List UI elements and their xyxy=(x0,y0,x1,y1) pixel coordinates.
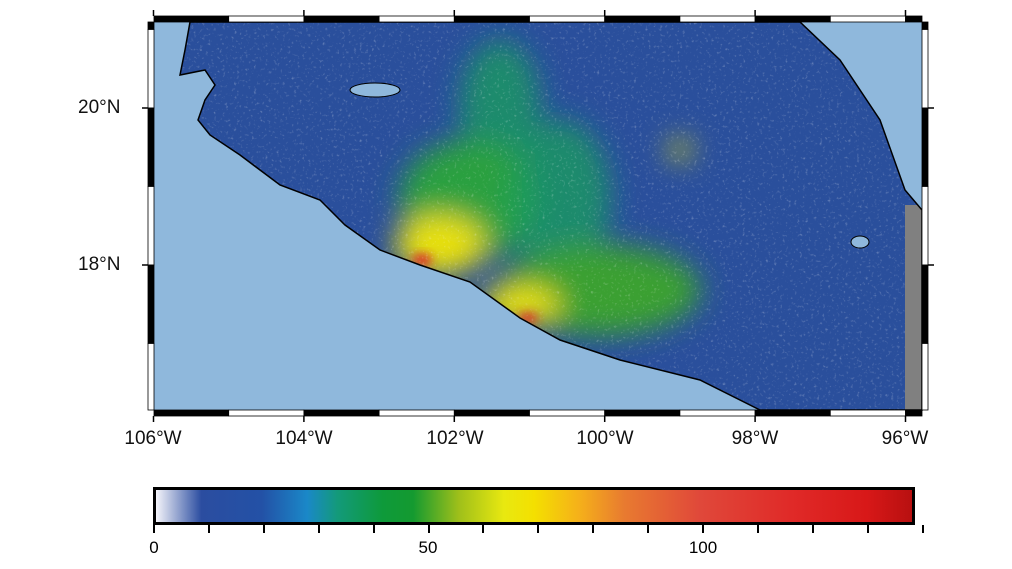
frame-segment xyxy=(679,15,756,23)
x-tick-label: 104°W xyxy=(275,428,333,449)
colorbar-tick xyxy=(921,525,924,533)
colorbar-label: 50 xyxy=(418,538,438,557)
frame-segment xyxy=(153,409,230,417)
x-tick-label: 98°W xyxy=(731,428,779,449)
colorbar-tick xyxy=(153,525,155,533)
x-tick-label: 96°W xyxy=(881,428,929,449)
x-tick-label: 100°W xyxy=(576,428,634,449)
colorbar-tick xyxy=(811,525,814,533)
frame-segment xyxy=(378,15,455,23)
y-tick-label: 20°N xyxy=(78,97,121,118)
frame-segment xyxy=(754,409,831,417)
colorbar-tick xyxy=(537,525,540,533)
frame-segment xyxy=(147,107,155,187)
frame-segment xyxy=(228,409,305,417)
map-frame xyxy=(142,10,934,422)
colorbar-tick xyxy=(647,525,650,533)
frame-segment xyxy=(147,186,155,266)
frame-segment xyxy=(604,409,681,417)
frame-segment xyxy=(921,107,929,187)
colorbar-tick xyxy=(482,525,485,533)
colorbar-label: 0 xyxy=(149,538,159,557)
x-tick-label: 106°W xyxy=(124,428,182,449)
frame-segment xyxy=(147,29,155,109)
frame-segment xyxy=(303,409,380,417)
frame-segment xyxy=(921,21,929,30)
lake xyxy=(349,82,401,98)
lake xyxy=(850,235,870,249)
frame-segment xyxy=(604,15,681,23)
frame-segment xyxy=(378,409,455,417)
colorbar-tick xyxy=(207,525,210,533)
frame-segment xyxy=(921,29,929,109)
frame-segment xyxy=(679,409,756,417)
colorbar-tick xyxy=(317,525,320,533)
frame-segment xyxy=(529,15,606,23)
colorbar-label: 100 xyxy=(688,538,718,557)
frame-segment xyxy=(228,15,305,23)
frame-segment xyxy=(147,343,155,411)
x-tick-label: 102°W xyxy=(426,428,484,449)
frame-segment xyxy=(453,15,530,23)
colorbar-tick xyxy=(372,525,375,533)
frame-segment xyxy=(453,409,530,417)
map xyxy=(142,10,934,422)
frame-segment xyxy=(905,15,923,23)
frame-segment xyxy=(921,264,929,344)
frame-segment xyxy=(153,15,230,23)
frame-segment xyxy=(754,15,831,23)
no-data-region xyxy=(905,205,922,410)
frame-segment xyxy=(147,21,155,30)
y-tick-label: 18°N xyxy=(78,254,121,275)
frame-segment xyxy=(921,186,929,266)
colorbar-tick xyxy=(427,525,430,533)
frame-segment xyxy=(303,15,380,23)
colorbar-tick xyxy=(866,525,869,533)
colorbar-tick xyxy=(756,525,759,533)
colorbar-tick xyxy=(702,525,704,533)
frame-segment xyxy=(829,15,906,23)
frame-segment xyxy=(921,343,929,411)
colorbar-tick xyxy=(262,525,265,533)
colorbar-tick xyxy=(592,525,595,533)
frame-segment xyxy=(147,264,155,344)
colorbar xyxy=(153,487,915,525)
frame-segment xyxy=(529,409,606,417)
frame-segment xyxy=(905,409,923,417)
frame-segment xyxy=(829,409,906,417)
